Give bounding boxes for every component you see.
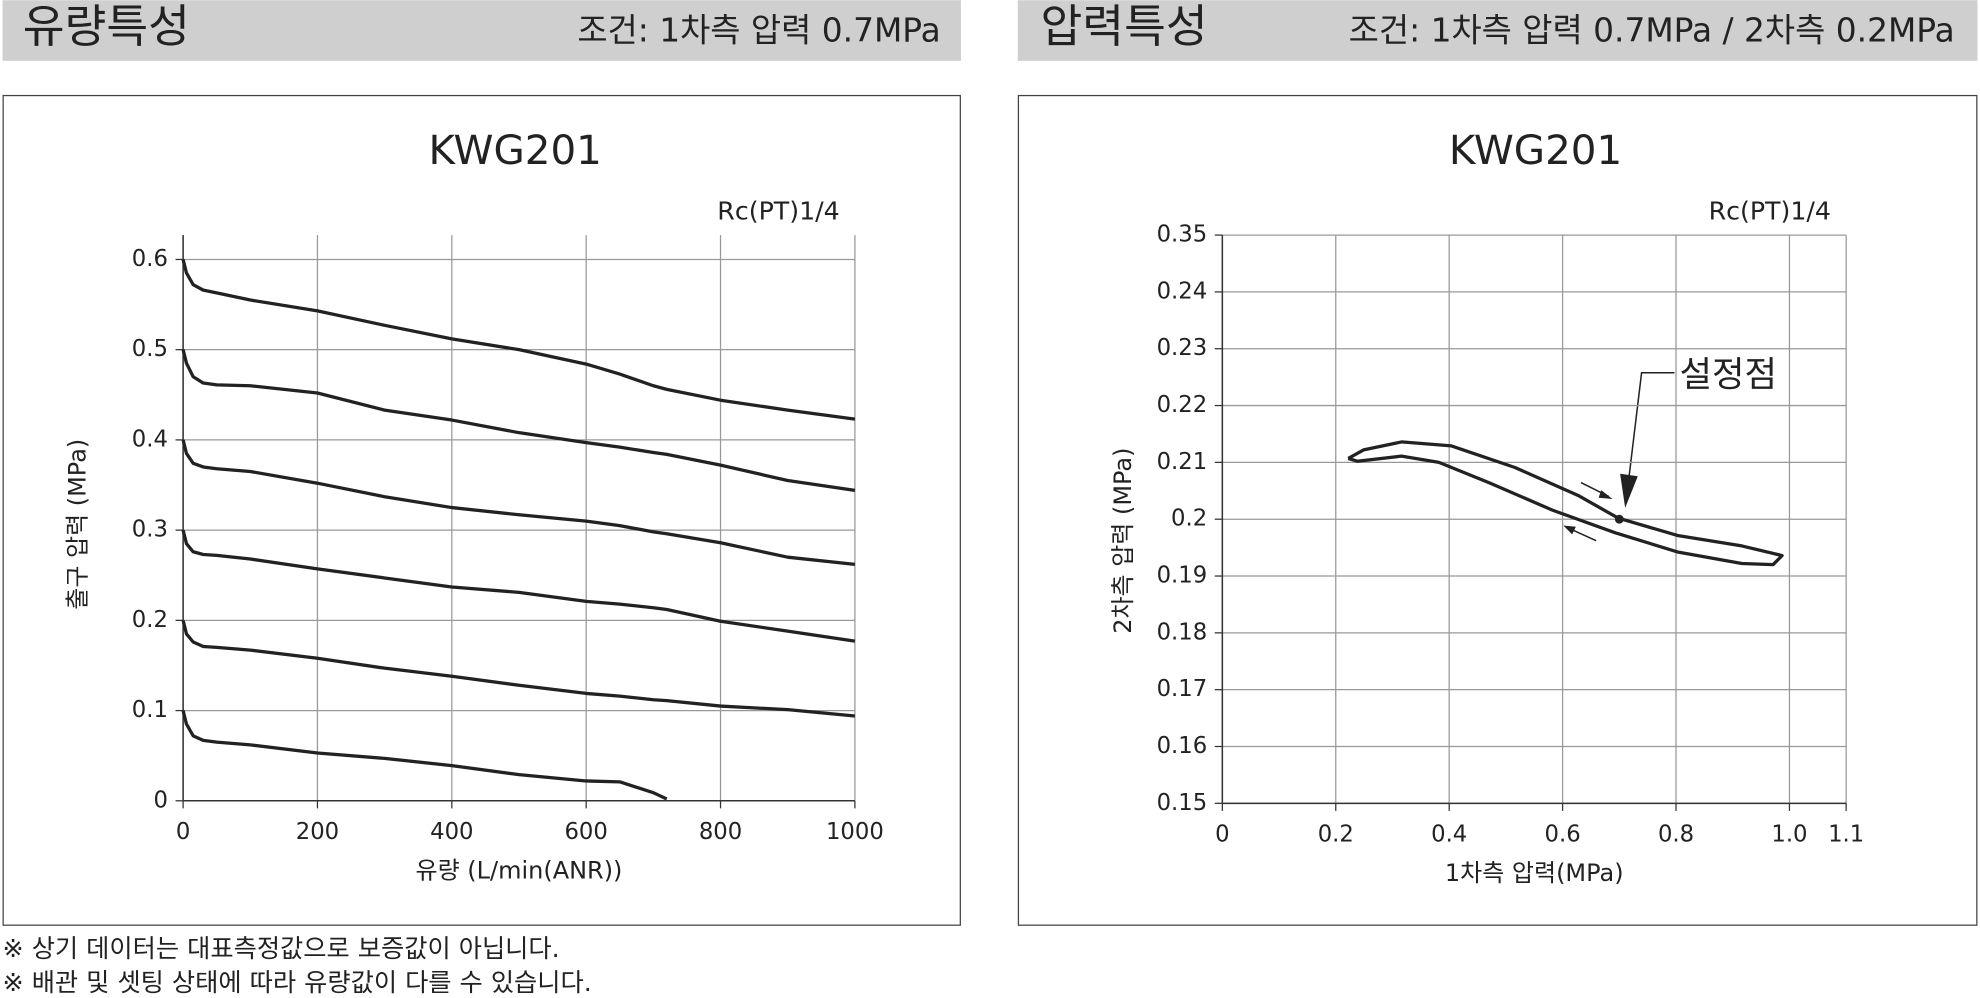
y-tick-label: 0.22: [1157, 392, 1208, 418]
x-tick-label: 1.0: [1771, 821, 1807, 847]
y-tick-label: 0.2: [1171, 506, 1207, 532]
x-tick-label: 1.1: [1828, 821, 1864, 847]
chart-title: KWG201: [1449, 126, 1622, 174]
x-axis-label: 1차측 압력(MPa): [1445, 859, 1624, 887]
data-line: [181, 710, 668, 801]
x-tick-label: 0: [1215, 821, 1229, 847]
y-tick-label: 0.23: [1157, 335, 1208, 361]
x-axis-label: 유량 (L/min(ANR)): [416, 857, 623, 885]
data-line: [181, 529, 856, 643]
header-condition: 조건: 1차측 압력 0.7MPa / 2차측 0.2MPa: [1349, 11, 1955, 49]
chart-frame: [1017, 94, 1978, 926]
data-line: [181, 259, 856, 421]
y-tick-label: 0.15: [1157, 790, 1208, 816]
x-tick-label: 0.8: [1658, 821, 1694, 847]
y-axis-label: 2차측 압력 (MPa): [1109, 448, 1137, 634]
header-bar: [2, 0, 961, 61]
y-tick-label: 0.17: [1157, 676, 1208, 702]
note: ※ 배관 및 셋팅 상태에 따라 유량값이 다를 수 있습니다.: [3, 968, 592, 997]
set-point: [1614, 514, 1624, 524]
x-tick-label: 0.2: [1318, 821, 1354, 847]
y-tick-label: 0.2: [132, 607, 168, 633]
data-line: [181, 349, 856, 493]
data-line: [181, 619, 856, 718]
y-tick-label: 0: [153, 787, 167, 813]
header-condition: 조건: 1차측 압력 0.7MPa: [577, 11, 940, 49]
y-axis-label: 출구 압력 (MPa): [63, 439, 91, 610]
y-tick-label: 0.18: [1157, 619, 1208, 645]
header-bar: [1017, 0, 1978, 61]
x-tick-label: 0.6: [1545, 821, 1581, 847]
x-tick-label: 1000: [826, 819, 884, 845]
chart-frame: [2, 94, 961, 926]
direction-arrow-head: [1598, 490, 1613, 499]
chart-subtitle: Rc(PT)1/4: [717, 196, 839, 225]
y-tick-label: 0.1: [132, 697, 168, 723]
chart-title: KWG201: [429, 126, 602, 174]
y-tick-label: 0.3: [132, 517, 168, 543]
direction-arrow-head: [1563, 525, 1576, 535]
annotation: 설정점: [1679, 355, 1777, 396]
x-tick-label: 600: [564, 819, 607, 845]
data-line: [181, 439, 856, 567]
header-title: 유량특성: [23, 0, 190, 53]
x-tick-label: 0: [176, 819, 190, 845]
y-tick-label: 0.24: [1157, 278, 1208, 304]
x-tick-label: 800: [699, 819, 742, 845]
y-tick-label: 0.35: [1157, 222, 1208, 248]
y-tick-label: 0.21: [1157, 449, 1208, 475]
y-tick-label: 0.16: [1157, 733, 1208, 759]
x-tick-label: 200: [296, 819, 339, 845]
x-tick-label: 0.4: [1431, 821, 1467, 847]
y-tick-label: 0.6: [132, 246, 168, 272]
header-title: 압력특성: [1041, 0, 1208, 53]
y-tick-label: 0.19: [1157, 563, 1208, 589]
leader-line: [1628, 371, 1675, 478]
y-tick-label: 0.4: [132, 426, 168, 452]
x-tick-label: 400: [430, 819, 473, 845]
data-line: [1347, 440, 1784, 567]
y-tick-label: 0.5: [132, 336, 168, 362]
note: ※ 상기 데이터는 대표측정값으로 보증값이 아닙니다.: [3, 934, 560, 963]
leader-arrow: [1620, 473, 1638, 508]
chart-subtitle: Rc(PT)1/4: [1709, 196, 1831, 225]
